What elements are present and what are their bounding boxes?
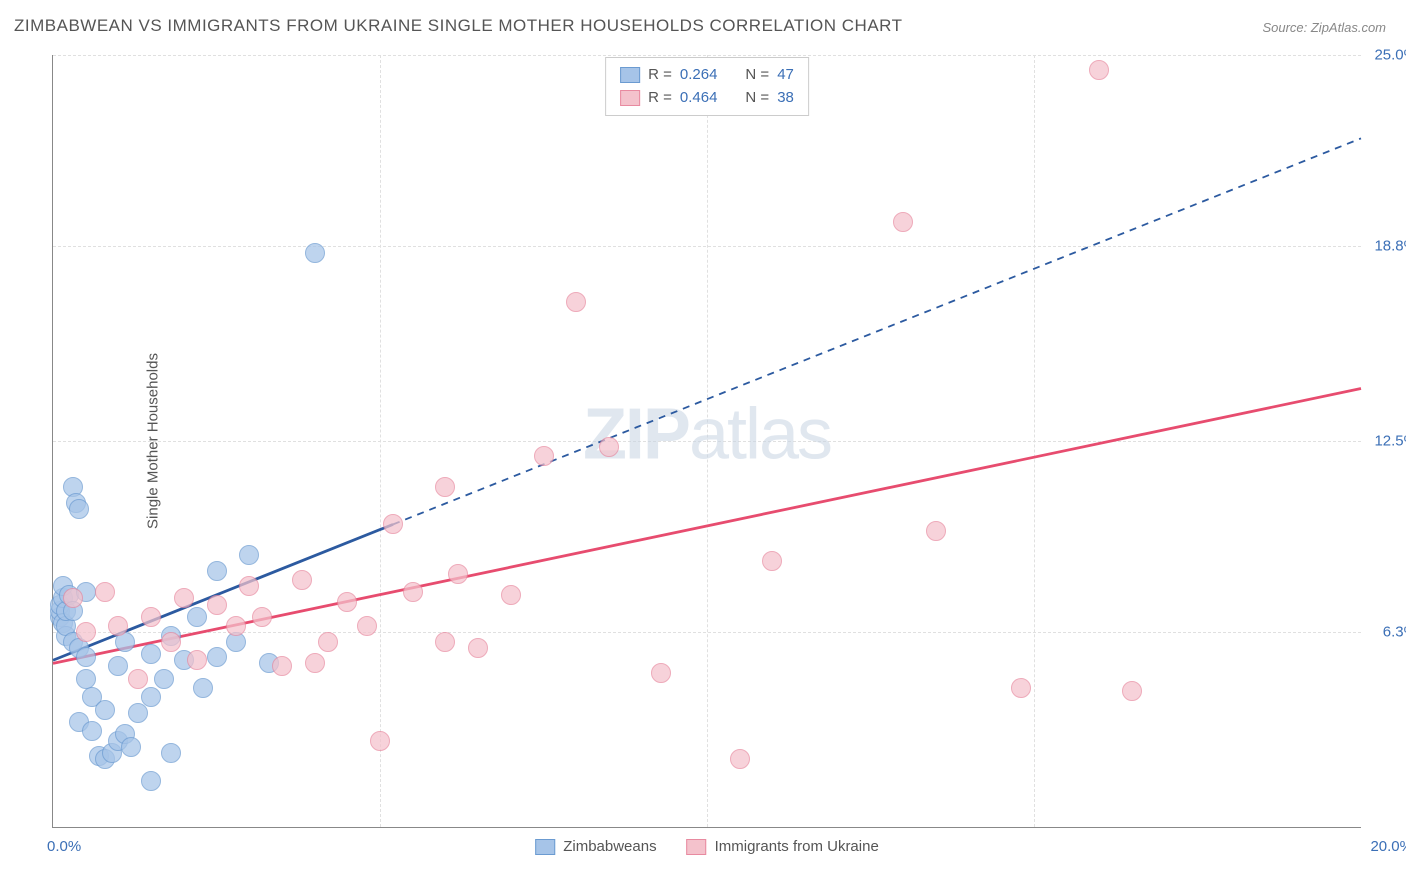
- legend-swatch: [620, 67, 640, 83]
- data-point: [141, 771, 161, 791]
- data-point: [337, 592, 357, 612]
- data-point: [239, 576, 259, 596]
- data-point: [501, 585, 521, 605]
- ytick-label: 12.5%: [1367, 433, 1406, 450]
- trend-line-extrapolated: [393, 138, 1361, 524]
- r-label: R =: [648, 64, 672, 87]
- series-legend-item: Zimbabweans: [535, 838, 656, 855]
- data-point: [108, 616, 128, 636]
- data-point: [1011, 678, 1031, 698]
- svg-overlay: [53, 55, 1361, 827]
- chart-title: ZIMBABWEAN VS IMMIGRANTS FROM UKRAINE SI…: [14, 16, 903, 36]
- data-point: [207, 561, 227, 581]
- data-point: [121, 737, 141, 757]
- data-point: [403, 582, 423, 602]
- data-point: [128, 669, 148, 689]
- legend-swatch: [535, 839, 555, 855]
- n-value: 47: [777, 64, 794, 87]
- data-point: [239, 545, 259, 565]
- data-point: [187, 650, 207, 670]
- data-point: [1122, 681, 1142, 701]
- data-point: [76, 647, 96, 667]
- r-value: 0.264: [680, 64, 718, 87]
- xtick-label: 20.0%: [1370, 838, 1406, 855]
- source-credit: Source: ZipAtlas.com: [1262, 20, 1386, 35]
- legend-swatch: [687, 839, 707, 855]
- data-point: [566, 292, 586, 312]
- ytick-label: 6.3%: [1367, 624, 1406, 641]
- data-point: [141, 607, 161, 627]
- series-legend-label: Zimbabweans: [563, 838, 656, 855]
- data-point: [292, 570, 312, 590]
- data-point: [226, 616, 246, 636]
- ytick-label: 25.0%: [1367, 47, 1406, 64]
- series-legend: Zimbabweans Immigrants from Ukraine: [535, 838, 879, 855]
- n-label: N =: [745, 64, 769, 87]
- data-point: [187, 607, 207, 627]
- ytick-label: 18.8%: [1367, 238, 1406, 255]
- data-point: [318, 632, 338, 652]
- correlation-legend: R = 0.264 N = 47 R = 0.464 N = 38: [605, 57, 809, 116]
- data-point: [69, 499, 89, 519]
- data-point: [730, 749, 750, 769]
- data-point: [141, 687, 161, 707]
- xtick-label: 0.0%: [47, 838, 81, 855]
- data-point: [207, 647, 227, 667]
- data-point: [305, 653, 325, 673]
- data-point: [207, 595, 227, 615]
- data-point: [926, 521, 946, 541]
- data-point: [95, 700, 115, 720]
- r-value: 0.464: [680, 87, 718, 110]
- data-point: [76, 669, 96, 689]
- data-point: [599, 437, 619, 457]
- data-point: [762, 551, 782, 571]
- data-point: [76, 622, 96, 642]
- data-point: [82, 721, 102, 741]
- data-point: [383, 514, 403, 534]
- correlation-legend-row: R = 0.264 N = 47: [620, 64, 794, 87]
- data-point: [357, 616, 377, 636]
- data-point: [108, 656, 128, 676]
- legend-swatch: [620, 90, 640, 106]
- data-point: [161, 632, 181, 652]
- data-point: [95, 582, 115, 602]
- data-point: [468, 638, 488, 658]
- data-point: [651, 663, 671, 683]
- series-legend-label: Immigrants from Ukraine: [715, 838, 879, 855]
- data-point: [154, 669, 174, 689]
- data-point: [174, 588, 194, 608]
- data-point: [252, 607, 272, 627]
- data-point: [141, 644, 161, 664]
- data-point: [193, 678, 213, 698]
- data-point: [435, 477, 455, 497]
- trend-line: [53, 389, 1361, 664]
- data-point: [893, 212, 913, 232]
- data-point: [435, 632, 455, 652]
- correlation-legend-row: R = 0.464 N = 38: [620, 87, 794, 110]
- plot-area: Single Mother Households ZIPatlas R =0.2…: [52, 55, 1361, 828]
- data-point: [272, 656, 292, 676]
- data-point: [448, 564, 468, 584]
- data-point: [63, 588, 83, 608]
- data-point: [305, 243, 325, 263]
- data-point: [1089, 60, 1109, 80]
- n-value: 38: [777, 87, 794, 110]
- data-point: [370, 731, 390, 751]
- data-point: [161, 743, 181, 763]
- n-label: N =: [745, 87, 769, 110]
- data-point: [534, 446, 554, 466]
- series-legend-item: Immigrants from Ukraine: [687, 838, 879, 855]
- r-label: R =: [648, 87, 672, 110]
